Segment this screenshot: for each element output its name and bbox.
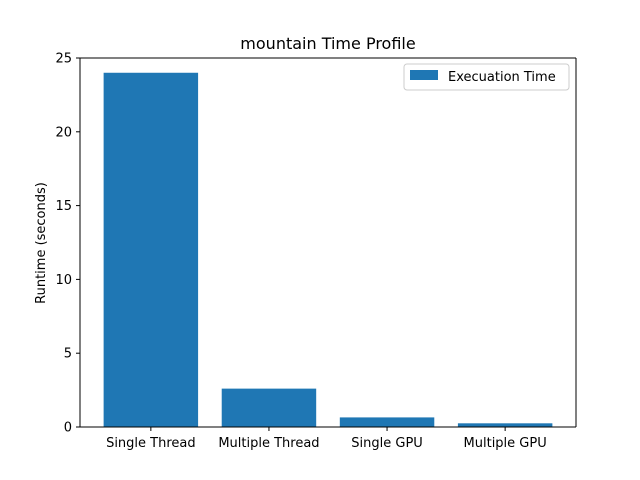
legend: Execuation Time [403, 63, 570, 91]
y-tick-label: 0 [64, 421, 72, 436]
chart-title: mountain Time Profile [240, 34, 415, 53]
legend-swatch [410, 70, 438, 80]
y-tick-label: 5 [64, 347, 72, 362]
x-tick-label: Multiple GPU [464, 436, 547, 451]
bar [103, 72, 199, 427]
bar [457, 423, 553, 427]
bar [221, 388, 317, 427]
x-tick-label: Multiple Thread [218, 436, 319, 451]
y-axis-label: Runtime (seconds) [34, 182, 49, 304]
x-tick-label: Single Thread [106, 436, 196, 451]
legend-frame [403, 63, 570, 91]
y-tick-label: 15 [55, 199, 72, 214]
x-tick-label: Single GPU [351, 436, 423, 451]
y-tick-label: 20 [55, 125, 72, 140]
y-tick-label: 10 [55, 273, 72, 288]
legend-label: Execuation Time [448, 70, 556, 85]
plot-area: Single Thread Multiple Thread Single GPU Mu… [55, 52, 577, 451]
bar [339, 417, 435, 427]
y-tick-label: 25 [55, 52, 72, 67]
